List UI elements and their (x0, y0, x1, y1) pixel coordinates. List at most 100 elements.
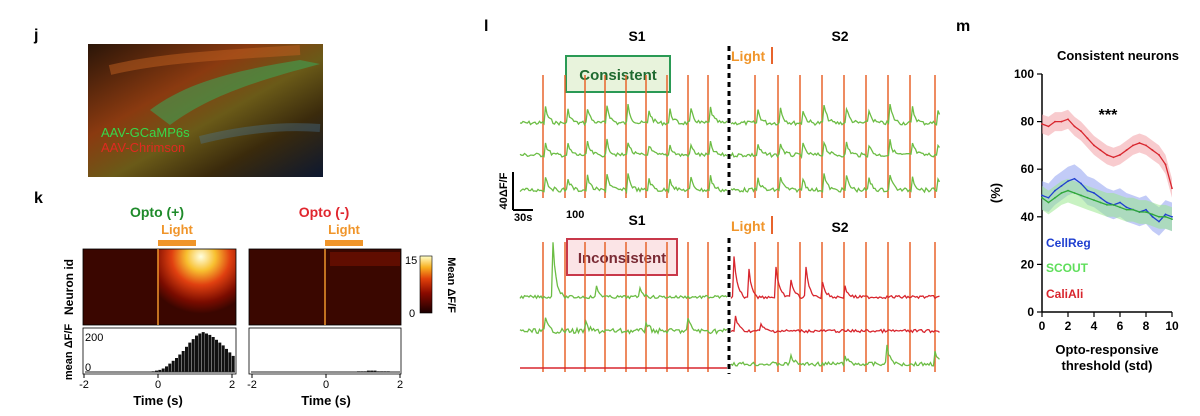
point-cellreg (1086, 189, 1089, 192)
mean-tick-200: 200 (85, 332, 103, 344)
session-s1-top: S1 (628, 28, 645, 44)
point-scout (1171, 218, 1173, 221)
x-axis-title-line1: Opto-responsive (1055, 342, 1158, 357)
mean-pos-bin (225, 348, 228, 372)
chart-title: Consistent neurons (1057, 48, 1179, 63)
y-label-neuron-id: Neuron id (62, 259, 76, 315)
point-caliali (1119, 154, 1121, 156)
x-tick-label: 2 (1065, 319, 1072, 333)
mean-neg-bin (373, 370, 377, 372)
trace-inconsistent-2-s1 (519, 317, 728, 335)
trace-inconsistent-1-s2 (730, 256, 940, 300)
point-caliali (1093, 144, 1095, 147)
mean-pos-bin (161, 368, 165, 372)
trace-inconsistent-2-s2 (730, 315, 940, 334)
session-s2-top: S2 (831, 28, 848, 44)
point-caliali (1086, 137, 1089, 140)
point-scout (1125, 208, 1128, 211)
legend-cellreg: CellReg (1046, 236, 1091, 250)
mean-pos-bin (191, 339, 195, 372)
legend-chrimson: AAV-Chrimson (101, 140, 185, 155)
opto-pos-title: Opto (+) (130, 204, 184, 220)
y-tick-label: 20 (1021, 257, 1035, 271)
inconsistent-label: Inconsistent (578, 250, 666, 267)
y-tick-label: 80 (1021, 115, 1035, 129)
x-tick-label: 8 (1143, 319, 1150, 333)
x-tick-label: 0 (1039, 319, 1046, 333)
colorbar-title: Mean ΔF/F (445, 257, 457, 313)
mean-pos-bin (188, 342, 192, 372)
legend-calial: CaliAli (1046, 287, 1083, 301)
k-pos-tick-0: 0 (155, 379, 161, 391)
point-caliali (1151, 149, 1154, 152)
mean-trace-pos (85, 332, 235, 373)
mean-neg-bin (370, 370, 374, 372)
point-cellreg (1164, 213, 1167, 216)
point-cellreg (1171, 215, 1173, 218)
point-cellreg (1151, 215, 1154, 218)
point-caliali (1073, 125, 1076, 128)
panel-k-label: k (34, 190, 43, 207)
heatmap-opto-pos (82, 248, 237, 326)
y-tick-label: 40 (1021, 210, 1035, 224)
point-scout (1073, 192, 1076, 194)
calcium-traces (519, 103, 941, 369)
k-neg-x-label: Time (s) (301, 393, 351, 408)
mean-pos-bin (175, 358, 178, 372)
mean-pos-bin (215, 339, 218, 372)
k-pos-x-label: Time (s) (133, 393, 183, 408)
x-axis-k-neg (251, 374, 401, 378)
point-cellreg (1106, 201, 1108, 204)
point-caliali (1145, 144, 1147, 147)
point-cellreg (1067, 180, 1069, 183)
point-caliali (1132, 144, 1134, 147)
opto-pulse-lines (542, 75, 936, 372)
histology-image (88, 44, 323, 177)
line-chart-area: 0 20 40 60 80 100 0 2 4 6 8 10 (1014, 67, 1179, 333)
scale-extra-label: 100 (566, 209, 584, 221)
trace-inconsistent-1-s1 (519, 242, 728, 300)
mean-pos-bin (185, 346, 188, 372)
k-pos-tick-2: 2 (229, 379, 235, 391)
k-neg-tick-0: 0 (323, 379, 329, 391)
mean-pos-bin (158, 369, 162, 372)
point-cellreg (1119, 201, 1121, 204)
trace-consistent-3-s1 (519, 173, 728, 195)
session-s1-bottom: S1 (628, 212, 645, 228)
point-scout (1132, 208, 1134, 211)
point-scout (1106, 204, 1108, 206)
point-scout (1041, 196, 1043, 199)
opto-neg-title: Opto (-) (299, 204, 350, 220)
mean-pos-bin (201, 332, 205, 372)
y-tick-label: 100 (1014, 67, 1034, 81)
mean-pos-bin (195, 335, 198, 372)
mean-trace-box-neg (248, 327, 402, 375)
mean-pos-bin (178, 354, 182, 372)
mean-pos-bin (171, 360, 175, 372)
light-bar-neg (325, 240, 363, 246)
point-caliali (1171, 187, 1173, 190)
point-scout (1099, 201, 1102, 204)
point-cellreg (1099, 196, 1102, 199)
point-caliali (1047, 125, 1050, 128)
point-cellreg (1145, 208, 1147, 211)
x-axis-title-line2: threshold (std) (1062, 358, 1153, 373)
point-cellreg (1041, 194, 1043, 197)
panel-l-label: l (484, 18, 488, 35)
point-caliali (1099, 149, 1102, 152)
point-caliali (1054, 120, 1056, 123)
mean-pos-bin (231, 355, 235, 372)
y-tick-label: 0 (1027, 305, 1034, 319)
point-scout (1151, 213, 1154, 216)
colorbar-max: 15 (405, 255, 417, 267)
point-scout (1047, 201, 1050, 204)
mean-pos-bin (228, 352, 232, 372)
k-pos-tick-m2: -2 (79, 379, 89, 391)
y-label-mean: mean ΔF/F (63, 324, 75, 380)
point-caliali (1158, 154, 1160, 156)
point-scout (1112, 204, 1115, 206)
x-axis-k-pos (83, 374, 233, 378)
point-scout (1158, 215, 1160, 218)
legend-gcamp: AAV-GCaMP6s (101, 125, 190, 140)
mean-pos-bin (155, 370, 158, 372)
